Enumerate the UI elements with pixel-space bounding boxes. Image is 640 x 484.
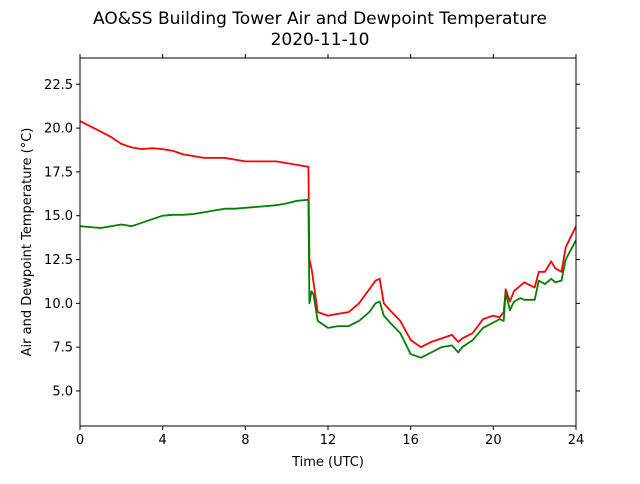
y-tick-label: 12.5 <box>44 253 73 268</box>
y-axis-label: Air and Dewpoint Temperature (°C) <box>20 128 35 357</box>
x-tick-label: 0 <box>76 433 84 448</box>
plot-area <box>79 120 577 359</box>
series-line-1 <box>79 198 577 359</box>
x-tick-label: 8 <box>241 433 249 448</box>
series-line-0 <box>79 120 577 349</box>
chart-title: AO&SS Building Tower Air and Dewpoint Te… <box>93 9 547 29</box>
y-tick-label: 15.0 <box>44 209 73 224</box>
x-tick-label: 4 <box>159 433 167 448</box>
x-tick-label: 20 <box>485 433 502 448</box>
chart-subtitle: 2020-11-10 <box>271 30 370 50</box>
plot-frame <box>79 57 577 427</box>
y-tick-label: 5.0 <box>52 384 73 399</box>
y-tick-label: 7.5 <box>52 341 73 356</box>
x-tick-label: 16 <box>402 433 419 448</box>
y-tick-label: 22.5 <box>44 78 73 93</box>
x-tick-label: 12 <box>320 433 337 448</box>
x-tick-label: 24 <box>568 433 585 448</box>
y-tick-label: 10.0 <box>44 297 73 312</box>
x-axis-label: Time (UTC) <box>291 455 364 470</box>
axes: 0 4 8 12 16 20 24 5.0 7.5 10.0 12.5 15.0 17.5 20.0 22.… <box>44 54 584 448</box>
y-tick-label: 20.0 <box>44 122 73 137</box>
y-tick-label: 17.5 <box>44 165 73 180</box>
